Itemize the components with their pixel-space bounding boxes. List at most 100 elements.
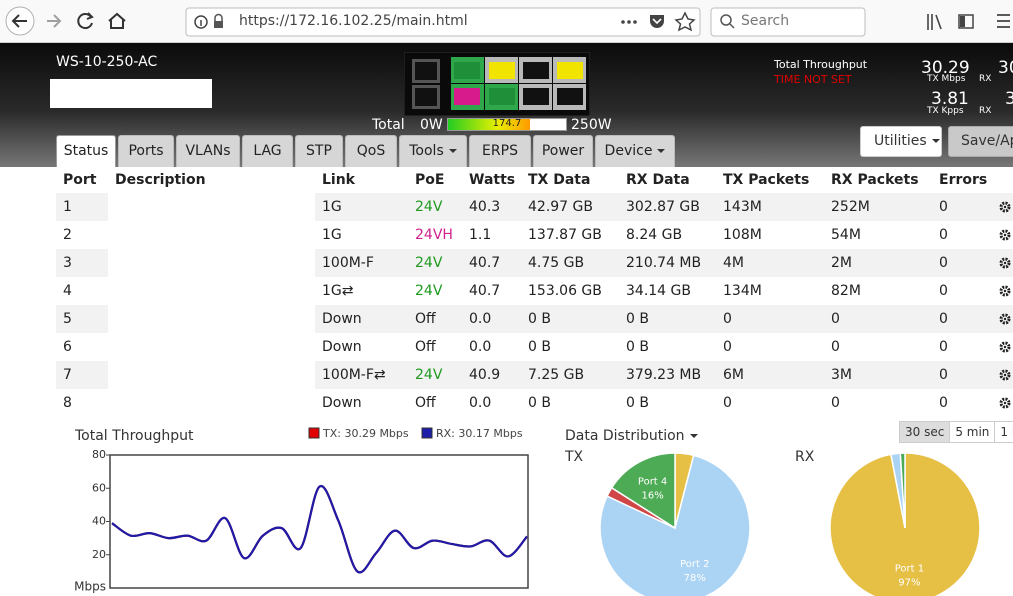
table-cell: 1G — [315, 193, 408, 221]
legend-label: TX: 30.29 Mbps — [322, 427, 409, 440]
table-cell: 137.87 GB — [528, 227, 602, 243]
stat-unit: TX Kpps — [927, 106, 964, 116]
table-row: 3 100M-F 24V 40.7 4.75 GB 210.74 MB 4M 2M 0 — [56, 249, 1013, 277]
chart-title: Total Throughput — [74, 428, 194, 444]
gear-hub — [1003, 401, 1007, 405]
save-button[interactable]: Save/Ap — [948, 126, 1013, 157]
port-table: Port Description Link PoE Watts TX Data RX Dat… — [56, 167, 1013, 417]
column-header: Errors — [939, 172, 988, 188]
table-cell: 7.25 GB — [521, 361, 619, 389]
settings-cell[interactable] — [992, 305, 1013, 333]
gear-body — [999, 285, 1011, 297]
tab-label: VLANs — [185, 143, 231, 159]
time-warning: TIME NOT SET — [774, 73, 852, 86]
utilities-button[interactable]: Utilities — [860, 126, 942, 157]
tab[interactable]: Device — [595, 135, 675, 167]
table-cell: 252M — [824, 193, 932, 221]
table-cell: 24VH — [415, 227, 453, 243]
tab-caret — [657, 149, 666, 153]
stat-value: 3.81 — [931, 89, 969, 109]
settings-cell[interactable] — [992, 221, 1013, 249]
table-cell: 100M-F⇄ — [315, 361, 408, 389]
settings-cell[interactable] — [992, 361, 1013, 389]
tab[interactable]: Ports — [118, 135, 174, 167]
legend-swatch — [421, 427, 433, 439]
time-button[interactable]: 30 sec — [899, 421, 951, 443]
plot-frame — [109, 454, 529, 589]
tab[interactable]: ERPS — [469, 135, 531, 167]
slice-value-label: 97% — [898, 577, 920, 588]
tab-label: QoS — [356, 143, 386, 159]
table-cell: 8.24 GB — [626, 227, 683, 243]
table-row: 1 1G 24V 40.3 42.97 GB 302.87 GB 143M 252M 0 — [56, 193, 1013, 221]
table-cell: 54M — [831, 227, 861, 243]
table-row: 6 Down Off 0.0 0 B 0 B 0 0 0 — [56, 333, 1013, 361]
slice-value-label: 16% — [641, 490, 663, 501]
y-tick-label: 60 — [92, 481, 106, 494]
description-cell — [108, 193, 315, 221]
tab[interactable]: LAG — [242, 135, 293, 167]
gear-hub — [1003, 317, 1007, 321]
tab-label: Device — [604, 143, 653, 159]
settings-cell[interactable] — [992, 249, 1013, 277]
redacted — [50, 79, 212, 108]
table-cell: 0 — [723, 339, 732, 355]
distribution-title[interactable]: Data Distribution — [565, 428, 698, 444]
slice-label: Port 1 — [895, 563, 924, 574]
table-cell: 0 — [939, 283, 948, 299]
table-cell: 0 B — [528, 339, 551, 355]
settings-cell[interactable] — [992, 333, 1013, 361]
table-row: 8 Down Off 0.0 0 B 0 B 0 0 0 — [56, 389, 1013, 417]
gear-icon — [999, 313, 1011, 325]
slice-label: Port 4 — [638, 476, 667, 487]
slice-value-label: 78% — [684, 573, 706, 584]
table-cell: Off — [415, 395, 436, 411]
time-button[interactable]: 1 h — [994, 421, 1013, 443]
tab[interactable]: Tools — [399, 135, 467, 167]
table-cell: 1G⇄ — [322, 283, 354, 299]
table-cell: 82M — [831, 283, 861, 299]
tab-label: Tools — [409, 143, 444, 159]
y-tick-label: 20 — [92, 548, 106, 561]
column-header: Watts — [469, 172, 516, 188]
power-max-label: 250W — [571, 117, 612, 133]
power-value: 174.7 — [492, 118, 522, 129]
tab-label: Status — [63, 143, 109, 159]
settings-cell[interactable] — [992, 389, 1013, 417]
legend-swatch — [308, 427, 320, 439]
gear-body — [999, 257, 1011, 269]
table-cell: 0 B — [626, 395, 649, 411]
header-row: Port Description Link PoE Watts TX Data RX Dat… — [56, 167, 1013, 193]
tab[interactable]: STP — [295, 135, 343, 167]
pie-slice — [599, 454, 751, 596]
table-cell: 0 — [939, 395, 948, 411]
table-cell: 3M — [824, 361, 932, 389]
table-cell: 40.7 — [469, 283, 501, 299]
table-cell: 2M — [824, 249, 932, 277]
table-cell: 0 — [939, 339, 948, 355]
stat-value: 30.29 — [921, 58, 970, 78]
tab[interactable]: Status — [56, 135, 116, 167]
settings-cell[interactable] — [992, 193, 1013, 221]
table-cell: 0 — [716, 305, 824, 333]
table-cell: 0.0 — [469, 339, 492, 355]
url[interactable]: https://172.16.102.25/main.html — [239, 13, 468, 29]
description-cell — [108, 221, 315, 249]
column-header: Port — [63, 172, 97, 188]
table-cell: 3 — [56, 249, 108, 277]
search-box[interactable]: Search — [741, 13, 790, 29]
tab[interactable]: QoS — [345, 135, 397, 167]
tab[interactable]: Power — [533, 135, 593, 167]
power-fill — [448, 119, 531, 130]
tab[interactable]: VLANs — [176, 135, 240, 167]
description-cell — [108, 277, 315, 305]
settings-cell[interactable] — [992, 277, 1013, 305]
pie-slice — [606, 486, 676, 529]
utilities-label: Utilities — [874, 133, 927, 149]
time-button[interactable]: 5 min — [949, 421, 996, 443]
gear-icon — [999, 369, 1011, 381]
table-cell: 0 — [824, 305, 932, 333]
table-cell: 0.0 — [469, 395, 492, 411]
table-cell: Down — [322, 339, 362, 355]
